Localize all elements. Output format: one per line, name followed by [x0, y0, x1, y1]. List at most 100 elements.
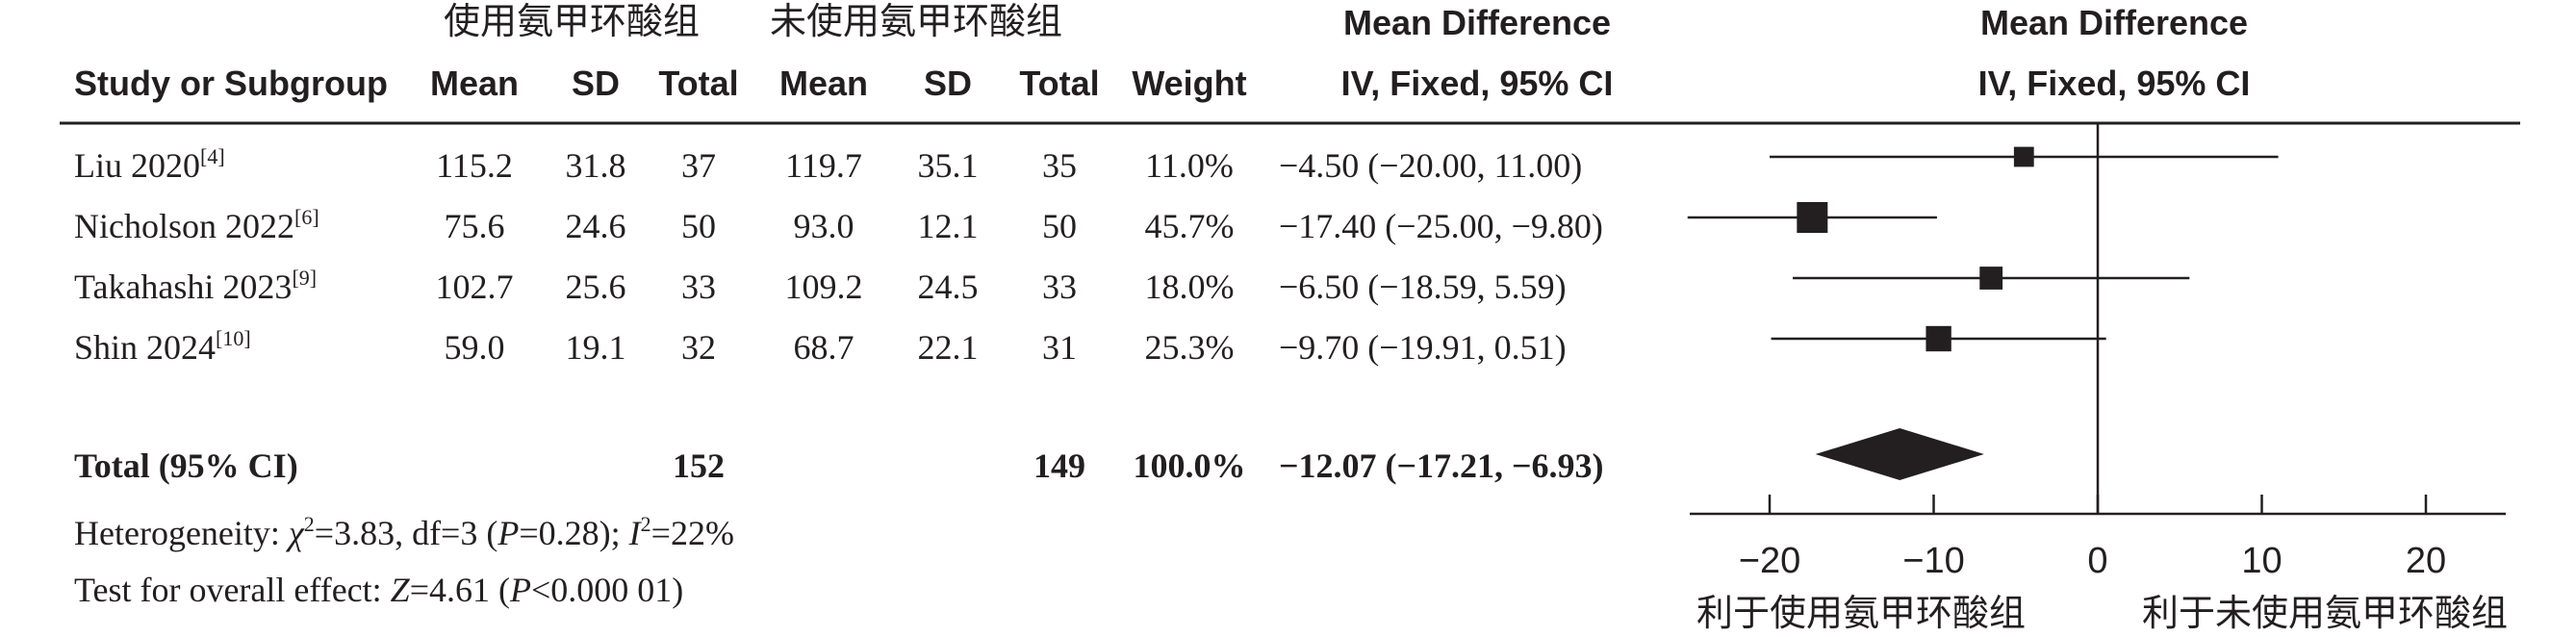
oe-p: P [509, 571, 531, 609]
cell-ci: −6.50 (−18.59, 5.59) [1279, 268, 1567, 306]
cell-mean1: 59.0 [445, 328, 505, 367]
x-tick-label: 10 [2241, 541, 2282, 581]
cell-n1: 37 [681, 146, 716, 185]
het-i-sup: 2 [641, 512, 651, 536]
total-row: Total (95% CI) 152 149 100.0% −12.07 (−1… [74, 446, 1604, 485]
study-name-text: Takahashi 2023 [74, 268, 292, 306]
total-label: Total (95% CI) [74, 446, 298, 485]
cell-mean2: 119.7 [785, 146, 862, 185]
table-row: Takahashi 2023[9] 102.7 25.6 33 109.2 24.5 33 1… [74, 266, 1567, 306]
oe-z: Z [391, 571, 411, 609]
x-tick-label: 0 [2087, 541, 2107, 581]
col-total1: Total [658, 64, 738, 103]
study-name-text: Shin 2024 [74, 328, 216, 367]
cell-weight: 25.3% [1145, 328, 1235, 367]
cell-n2: 31 [1042, 328, 1077, 367]
point-estimate [1797, 202, 1828, 233]
study-name: Takahashi 2023[9] [74, 266, 317, 306]
pooled-diamond [1815, 428, 1984, 480]
md-subtitle: IV, Fixed, 95% CI [1341, 64, 1614, 103]
cell-sd2: 35.1 [918, 146, 979, 185]
plot-title: Mean Difference [1980, 3, 2248, 42]
cell-weight: 11.0% [1145, 146, 1234, 185]
het-chi: χ [286, 514, 305, 552]
study-ref: [10] [216, 326, 251, 350]
cell-ci: −4.50 (−20.00, 11.00) [1279, 146, 1582, 185]
plot-subtitle: IV, Fixed, 95% CI [1978, 64, 2251, 103]
table-row: Liu 2020[4] 115.2 31.8 37 119.7 35.1 35 11.0% −4… [74, 144, 1582, 185]
cell-ci: −9.70 (−19.91, 0.51) [1279, 328, 1567, 367]
cell-sd2: 12.1 [918, 207, 979, 245]
col-sd2: SD [924, 64, 972, 103]
group2-header: 未使用氨甲环酸组 [770, 2, 1062, 42]
axis-left-label: 利于使用氨甲环酸组 [1696, 594, 2026, 634]
column-headers: Study or Subgroup Mean SD Total Mean SD … [74, 64, 2250, 103]
cell-mean1: 115.2 [436, 146, 513, 185]
study-rows: Liu 2020[4] 115.2 31.8 37 119.7 35.1 35 11.0% −4… [74, 144, 1603, 367]
oe-prefix: Test for overall effect: [74, 571, 391, 609]
cell-mean2: 109.2 [785, 268, 863, 306]
col-weight: Weight [1132, 64, 1246, 103]
cell-weight: 45.7% [1145, 207, 1235, 245]
cell-n1: 32 [681, 328, 716, 367]
het-i: I [628, 514, 643, 552]
cell-n2: 33 [1042, 268, 1077, 306]
point-estimate [2013, 146, 2034, 167]
study-name-text: Nicholson 2022 [74, 207, 294, 245]
overall-effect-text: Test for overall effect: Z=4.61 (P<0.000… [74, 571, 683, 609]
oe-p-rest: <0.000 01) [531, 571, 683, 609]
cell-sd1: 31.8 [566, 146, 626, 185]
x-tick-label: −10 [1902, 541, 1964, 581]
cell-sd1: 24.6 [566, 207, 626, 245]
forest-plot-area: −20 −10 0 10 20 [1687, 123, 2506, 581]
x-tick-label: 20 [2406, 541, 2446, 581]
col-total2: Total [1019, 64, 1099, 103]
study-ref: [6] [294, 205, 319, 229]
study-ref: [9] [292, 266, 317, 290]
het-chi-sup: 2 [304, 512, 315, 536]
point-estimate [1979, 267, 2003, 290]
oe-z-rest: =4.61 ( [410, 571, 510, 609]
total-ci: −12.07 (−17.21, −6.93) [1279, 446, 1604, 485]
cell-mean2: 93.0 [794, 207, 854, 245]
total-n2: 149 [1033, 446, 1085, 485]
cell-mean2: 68.7 [794, 328, 854, 367]
cell-n2: 50 [1042, 207, 1077, 245]
col-mean2: Mean [779, 64, 868, 103]
cell-n1: 33 [681, 268, 716, 306]
het-chi-rest: =3.83, df=3 ( [315, 514, 498, 552]
point-estimate [1926, 325, 1951, 352]
study-name: Shin 2024[10] [74, 326, 251, 367]
x-tick-label: −20 [1739, 541, 1800, 581]
het-i-rest: =22% [651, 514, 734, 552]
study-name: Nicholson 2022[6] [74, 205, 319, 245]
cell-mean1: 102.7 [436, 268, 514, 306]
total-n1: 152 [673, 446, 725, 485]
cell-weight: 18.0% [1145, 268, 1235, 306]
het-prefix: Heterogeneity: [74, 514, 289, 552]
col-sd1: SD [572, 64, 620, 103]
cell-n1: 50 [681, 207, 716, 245]
group1-header: 使用氨甲环酸组 [444, 2, 700, 42]
axis-right-label: 利于未使用氨甲环酸组 [2142, 594, 2508, 634]
cell-sd2: 24.5 [918, 268, 979, 306]
study-name-text: Liu 2020 [74, 146, 200, 185]
study-name: Liu 2020[4] [74, 144, 225, 185]
study-ref: [4] [200, 144, 225, 168]
total-weight: 100.0% [1134, 446, 1246, 485]
het-p-rest: =0.28); [519, 514, 628, 552]
het-p: P [497, 514, 519, 552]
heterogeneity-text: Heterogeneity: χ2=3.83, df=3 (P=0.28); I… [74, 512, 734, 552]
cell-mean1: 75.6 [445, 207, 505, 245]
md-title: Mean Difference [1343, 3, 1611, 42]
cell-sd1: 25.6 [566, 268, 626, 306]
cell-sd2: 22.1 [918, 328, 979, 367]
table-row: Nicholson 2022[6] 75.6 24.6 50 93.0 12.1 50 45.… [74, 205, 1603, 245]
col-mean1: Mean [430, 64, 519, 103]
table-row: Shin 2024[10] 59.0 19.1 32 68.7 22.1 31 25.3% −9… [74, 326, 1567, 367]
col-study: Study or Subgroup [74, 64, 388, 103]
cell-sd1: 19.1 [566, 328, 626, 367]
cell-ci: −17.40 (−25.00, −9.80) [1279, 207, 1603, 245]
cell-n2: 35 [1042, 146, 1077, 185]
